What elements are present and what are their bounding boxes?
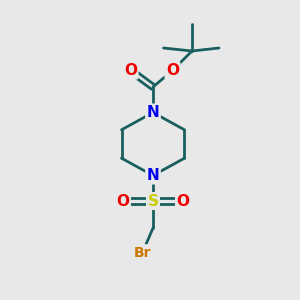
Text: O: O	[124, 63, 137, 78]
Text: S: S	[148, 194, 158, 208]
Text: O: O	[116, 194, 130, 208]
Text: O: O	[176, 194, 190, 208]
Text: Br: Br	[134, 246, 151, 260]
Text: O: O	[166, 63, 179, 78]
Text: N: N	[147, 105, 159, 120]
Text: N: N	[147, 168, 159, 183]
